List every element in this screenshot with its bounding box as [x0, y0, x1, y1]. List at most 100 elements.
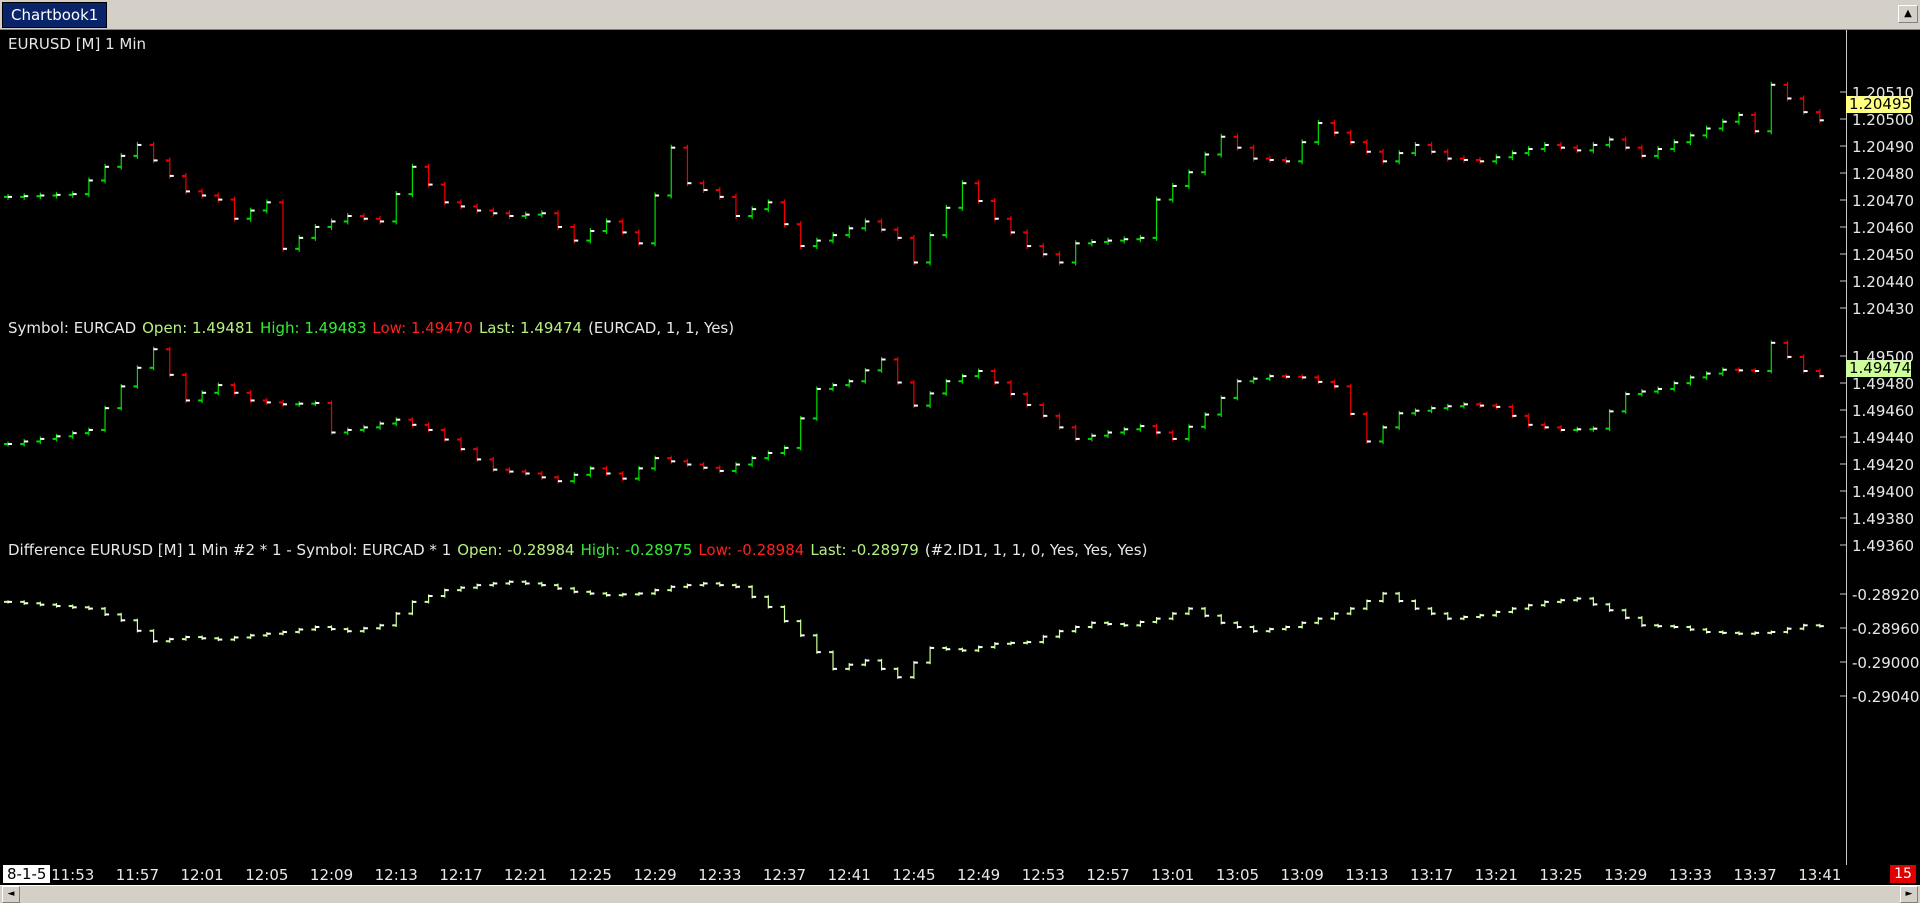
ohlc-bar	[181, 372, 190, 403]
ohlc-bar	[926, 390, 935, 409]
ohlc-bar	[731, 193, 740, 219]
ohlc-bar	[893, 357, 902, 385]
ohlc-bar	[489, 581, 498, 587]
price-axis-label: -0.28920	[1852, 586, 1920, 604]
ohlc-bar	[52, 603, 61, 608]
date-label: 8-1-5	[3, 865, 51, 883]
ohlc-bar	[117, 152, 126, 170]
ohlc-bar	[1104, 430, 1113, 439]
scroll-left-button[interactable]: ◄	[2, 886, 20, 903]
ohlc-bar	[84, 605, 93, 611]
ohlc-bar	[1298, 139, 1307, 165]
ohlc-bar	[1621, 136, 1630, 151]
ohlc-bar	[1670, 624, 1679, 629]
tab-chartbook1[interactable]: Chartbook1	[2, 2, 108, 28]
ohlc-bar	[214, 382, 223, 396]
ohlc-bar	[1330, 120, 1339, 136]
ohlc-bar	[1346, 383, 1355, 417]
ohlc-bar	[1427, 405, 1436, 414]
ohlc-bar	[1654, 623, 1663, 628]
ohlc-bar	[570, 586, 579, 594]
ohlc-bar	[1476, 157, 1485, 165]
ohlc-bar	[1362, 139, 1371, 155]
ohlc-bar	[1702, 125, 1711, 139]
chart-area[interactable]: EURUSD [M] 1 Min Symbol: EURCAD Open: 1.4…	[0, 30, 1920, 880]
time-axis-label: 13:01	[1151, 866, 1195, 884]
ohlc-bar	[1201, 412, 1210, 430]
ohlc-bar	[634, 229, 643, 247]
price-axis-label: 1.20480	[1852, 165, 1915, 183]
scroll-right-button[interactable]: ►	[1900, 886, 1918, 903]
ohlc-bar	[230, 635, 239, 642]
header-segment: Difference EURUSD [M] 1 Min #2 * 1 - Sym…	[8, 541, 452, 559]
horizontal-scrollbar[interactable]: ◄ ►	[0, 885, 1920, 903]
ohlc-bar	[780, 605, 789, 623]
price-axis-label: 1.20500	[1852, 111, 1915, 129]
time-axis-label: 12:37	[762, 866, 807, 884]
ohlc-bar	[246, 390, 255, 403]
ohlc-bar	[1605, 602, 1614, 612]
ohlc-bar	[586, 465, 595, 478]
ohlc-bar	[618, 471, 627, 482]
price-axis-label: 1.49420	[1852, 456, 1915, 474]
ohlc-bar	[327, 218, 336, 230]
ohlc-bar	[1540, 600, 1549, 607]
ohlc-bar	[1443, 611, 1452, 621]
ohlc-bar	[1427, 141, 1436, 155]
ohlc-bar	[1039, 402, 1048, 419]
ohlc-bar	[1411, 408, 1420, 416]
ohlc-bar	[456, 199, 465, 210]
price-axis-label: 1.49400	[1852, 483, 1915, 501]
ohlc-bar	[198, 188, 207, 199]
ohlc-bar	[295, 627, 304, 634]
ohlc-bar	[165, 157, 174, 179]
ohlc-bar	[1637, 616, 1646, 627]
time-axis-label: 12:49	[956, 866, 1001, 884]
ohlc-bar	[117, 383, 126, 411]
ohlc-bar	[1006, 215, 1015, 236]
ohlc-bar	[295, 234, 304, 252]
ohlc-bar	[246, 207, 255, 222]
ohlc-bar	[1314, 374, 1323, 385]
ohlc-bar	[1071, 625, 1080, 633]
ohlc-bar	[586, 590, 595, 596]
ohlc-bar	[230, 196, 239, 222]
price-axis-label: 1.20440	[1852, 273, 1915, 291]
price-axis-label: 1.20510	[1852, 84, 1915, 102]
ohlc-bar	[1379, 591, 1388, 603]
time-axis-label: 13:41	[1798, 866, 1842, 884]
price-axis-label: -0.29000	[1852, 654, 1920, 672]
scroll-up-button[interactable]: ▲	[1898, 5, 1918, 23]
ohlc-bar	[1508, 150, 1517, 161]
ohlc-bar	[1540, 422, 1549, 430]
ohlc-bar	[926, 232, 935, 266]
last-price-tag-eurusd: 1.20495	[1846, 96, 1911, 113]
time-axis-label: 12:17	[439, 866, 483, 884]
time-axis-label: 11:53	[51, 866, 95, 884]
ohlc-bar	[1152, 423, 1161, 435]
ohlc-bar	[1071, 240, 1080, 266]
price-axis[interactable]	[1846, 30, 1920, 880]
ohlc-bar	[36, 192, 45, 200]
ohlc-bar	[764, 199, 773, 213]
ohlc-bar	[667, 585, 676, 592]
ohlc-bar	[473, 583, 482, 590]
ohlc-bar	[1476, 613, 1485, 619]
ohlc-bar	[1265, 627, 1274, 633]
ohlc-bar	[327, 400, 336, 435]
ohlc-bar	[1767, 630, 1776, 635]
ohlc-bar	[1023, 640, 1032, 645]
header-segment: (#2.ID1, 1, 1, 0, Yes, Yes, Yes)	[924, 541, 1148, 559]
ohlc-bar	[942, 646, 951, 651]
ohlc-bar	[570, 472, 579, 484]
ohlc-bar	[521, 580, 530, 586]
time-axis-label: 12:01	[180, 866, 224, 884]
ohlc-bar	[1362, 599, 1371, 611]
ohlc-bar	[1751, 631, 1760, 636]
ohlc-bar	[715, 465, 724, 474]
header-segment: Low: 1.49470	[372, 319, 473, 337]
ohlc-bar	[1346, 606, 1355, 616]
time-axis-label: 12:13	[374, 866, 418, 884]
time-axis[interactable]: 8-1-5 15 11:53 11:57 12:01 12:05 12:09 12:13 1…	[0, 865, 1920, 885]
time-axis-label: 13:05	[1215, 866, 1260, 884]
